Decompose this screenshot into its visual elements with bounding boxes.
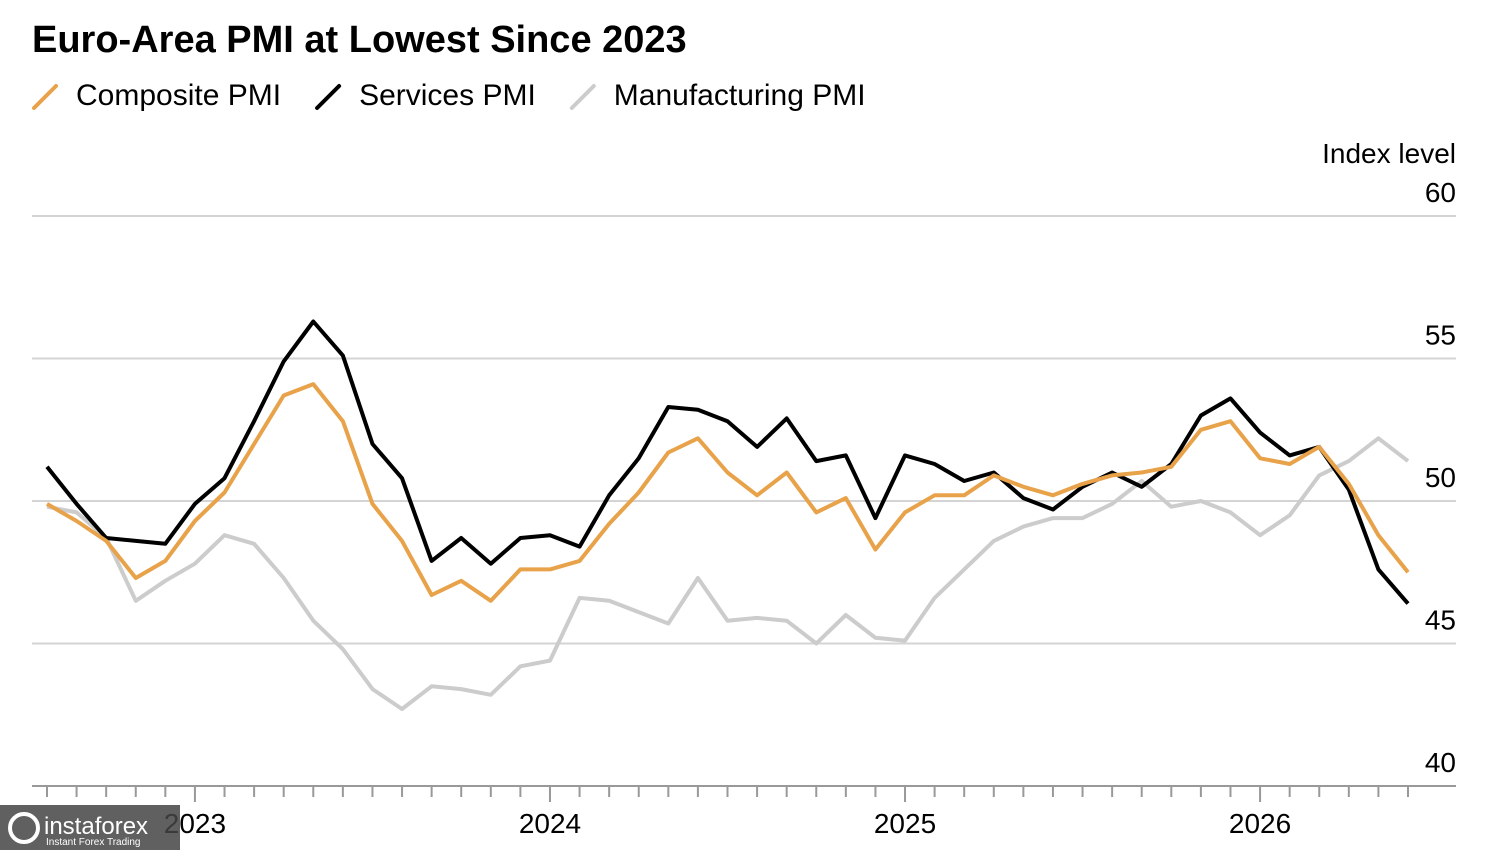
y-tick-label: 60 [1425, 177, 1456, 208]
legend-label: Services PMI [359, 79, 536, 112]
y-tick-label: 45 [1425, 605, 1456, 636]
legend-swatch [32, 84, 58, 110]
y-tick-label: 50 [1425, 462, 1456, 493]
legend-label: Manufacturing PMI [614, 79, 866, 112]
y-tick-label: 55 [1425, 320, 1456, 351]
watermark-brand: instaforex [44, 813, 148, 840]
chart-title: Euro-Area PMI at Lowest Since 2023 [32, 19, 687, 61]
watermark-icon [8, 812, 40, 844]
x-tick-label: 2026 [1229, 808, 1291, 839]
y-tick-label: 40 [1425, 747, 1456, 778]
y-axis-label: Index level [1322, 138, 1456, 169]
x-tick-label: 2025 [874, 808, 936, 839]
legend-swatch [315, 84, 342, 110]
series-line [45, 319, 1410, 605]
series-line [45, 382, 1410, 603]
watermark-tagline: Instant Forex Trading [46, 837, 141, 848]
legend-label: Composite PMI [76, 79, 281, 112]
legend-swatch [569, 84, 596, 110]
series-line [46, 436, 1410, 711]
x-tick-label: 2024 [519, 808, 581, 839]
watermark: instaforex Instant Forex Trading [0, 805, 180, 850]
